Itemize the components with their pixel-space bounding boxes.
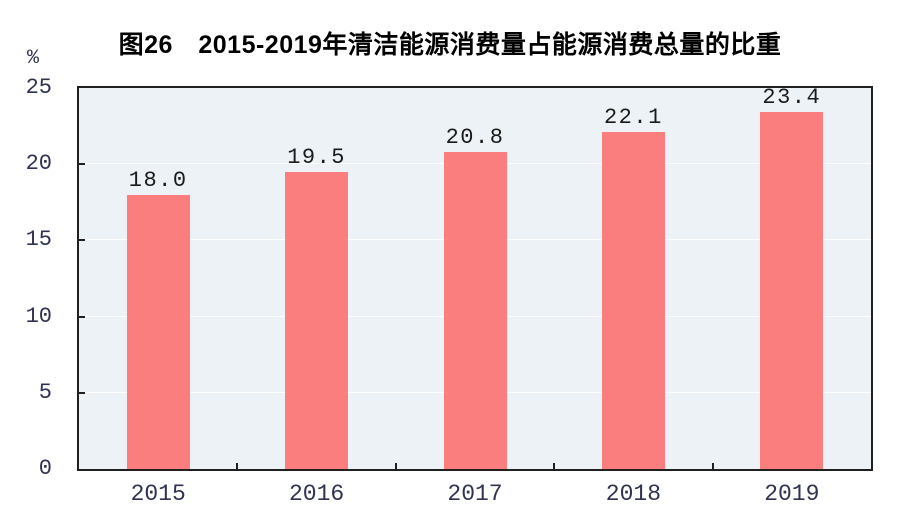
bar-2015 xyxy=(126,194,190,469)
x-tick-label: 2019 xyxy=(764,481,820,507)
y-axis-unit-label: % xyxy=(27,47,40,70)
bar-2016 xyxy=(285,171,349,469)
y-tick-label: 10 xyxy=(25,303,52,329)
x-tick-label: 2017 xyxy=(447,481,503,507)
plot-area: 18.0 19.5 20.8 22.1 23.4 xyxy=(77,86,873,471)
bar-value-label: 20.8 xyxy=(445,125,505,151)
y-tick-label: 0 xyxy=(38,456,52,481)
bar-value-label: 23.4 xyxy=(762,85,822,111)
chart-title: 图26 2015-2019年清洁能源消费量占能源消费总量的比重 xyxy=(118,31,782,59)
bar-value-label: 22.1 xyxy=(603,105,663,131)
x-axis-tick xyxy=(394,463,397,469)
x-tick-label: 2015 xyxy=(130,481,186,507)
x-tick-label: 2016 xyxy=(288,481,345,507)
x-axis-tick xyxy=(236,463,239,469)
y-tick-label: 5 xyxy=(38,379,52,405)
bar-2019 xyxy=(760,112,824,469)
bar-2017 xyxy=(443,152,507,469)
y-axis-tick xyxy=(79,163,85,166)
y-tick-label: 15 xyxy=(25,227,52,253)
bar-value-label: 18.0 xyxy=(128,167,188,193)
y-axis-tick xyxy=(79,239,85,242)
bar-2018 xyxy=(601,132,665,469)
y-axis-tick xyxy=(79,391,85,394)
y-axis-tick xyxy=(79,315,85,318)
y-tick-label: 20 xyxy=(25,151,52,177)
y-tick-label: 25 xyxy=(25,75,52,100)
x-axis-tick xyxy=(711,463,714,469)
x-axis-tick xyxy=(553,463,556,469)
bar-value-label: 19.5 xyxy=(287,144,346,170)
x-tick-label: 2018 xyxy=(605,481,661,507)
